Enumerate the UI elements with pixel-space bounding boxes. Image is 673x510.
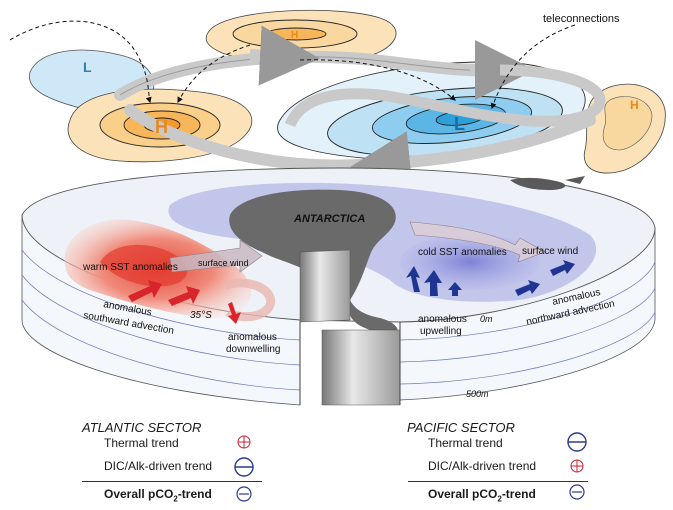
label-antarctica: ANTARCTICA	[293, 213, 365, 225]
surface-wind-arrow-atlantic	[169, 239, 263, 273]
atlantic-symbols	[234, 435, 254, 502]
label-downwelling-1: anomalous	[228, 332, 277, 343]
atlantic-thermal-label: Thermal trend	[104, 436, 179, 450]
pacific-overall-sub: 2	[497, 494, 502, 504]
high-pressure-right	[583, 83, 666, 174]
pacific-dic-label: DIC/Alk-driven trend	[428, 459, 537, 473]
label-depth-0: 0m	[480, 314, 493, 324]
label-upwelling-2: upwelling	[420, 326, 462, 337]
pacific-divider	[408, 481, 588, 482]
teleconnection-right	[490, 24, 576, 110]
label-surface-wind-pacific: surface wind	[522, 246, 578, 257]
atlantic-overall-prefix: Overall pCO	[104, 487, 174, 501]
label-low-left: L	[83, 59, 92, 75]
label-upwelling-1: anomalous	[418, 314, 467, 325]
wind-arrow-top	[249, 25, 320, 86]
label-cold-sst: cold SST anomalies	[418, 247, 507, 258]
wind-band-inner	[284, 64, 606, 128]
southward-advection-arrow-1	[128, 280, 162, 302]
label-high-top: H	[291, 30, 298, 41]
atlantic-divider	[82, 481, 262, 482]
minus-small-icon	[569, 484, 585, 500]
plus-icon	[237, 435, 251, 449]
atlantic-sector-title: ATLANTIC SECTOR	[82, 420, 202, 435]
atlantic-overall-sub: 2	[173, 494, 178, 504]
northward-advection-arrow-2	[550, 260, 575, 276]
pacific-sector-title: PACIFIC SECTOR	[407, 420, 515, 435]
label-surface-wind-atlantic: surface wind	[198, 258, 249, 268]
minus-small-icon	[236, 486, 252, 502]
atlantic-overall-suffix: -trend	[177, 487, 212, 501]
label-high-left: H	[155, 117, 168, 137]
northward-advection-arrow-1	[515, 280, 540, 296]
antarctic-peninsula	[348, 300, 398, 337]
wind-arrow-bottom	[350, 131, 413, 191]
plus-icon	[570, 459, 584, 473]
minus-icon	[567, 432, 587, 452]
label-depth-500: 500m	[466, 389, 489, 399]
teleconnection-mid-2	[299, 59, 456, 101]
central-shaft	[299, 249, 351, 323]
pacific-overall-prefix: Overall pCO	[428, 487, 498, 501]
atlantic-overall-label: Overall pCO2-trend	[104, 487, 212, 503]
atlantic-dic-label: DIC/Alk-driven trend	[104, 459, 213, 473]
upwelling-arrow-3	[448, 282, 462, 296]
south-america-tip	[510, 176, 585, 190]
pacific-overall-label: Overall pCO2-trend	[428, 487, 536, 503]
label-teleconnections: teleconnections	[543, 13, 620, 25]
surface-wind-arrow-pacific	[409, 221, 546, 263]
minus-icon	[234, 457, 254, 477]
label-downwelling-2: downwelling	[226, 344, 280, 355]
label-warm-sst: warm SST anomalies	[82, 262, 178, 273]
upwelling-arrow-1	[406, 266, 420, 292]
label-lat: 35°S	[190, 310, 212, 321]
downwelling-arrow	[228, 302, 241, 324]
teleconnection-mid-1	[177, 44, 251, 104]
southward-advection-arrow-2	[168, 286, 200, 306]
ocean-disc: ANTARCTICA warm SST anomalies surface wi…	[21, 167, 656, 406]
label-high-right: H	[630, 98, 639, 112]
downwelling-loop	[223, 278, 276, 322]
pacific-symbols	[567, 432, 587, 500]
atmosphere-layer: L H H L H teleconnections	[9, 9, 666, 191]
upwelling-arrow-2	[424, 270, 442, 296]
pacific-thermal-label: Thermal trend	[428, 436, 503, 450]
label-low-right: L	[454, 114, 465, 134]
pacific-overall-suffix: -trend	[501, 487, 536, 501]
